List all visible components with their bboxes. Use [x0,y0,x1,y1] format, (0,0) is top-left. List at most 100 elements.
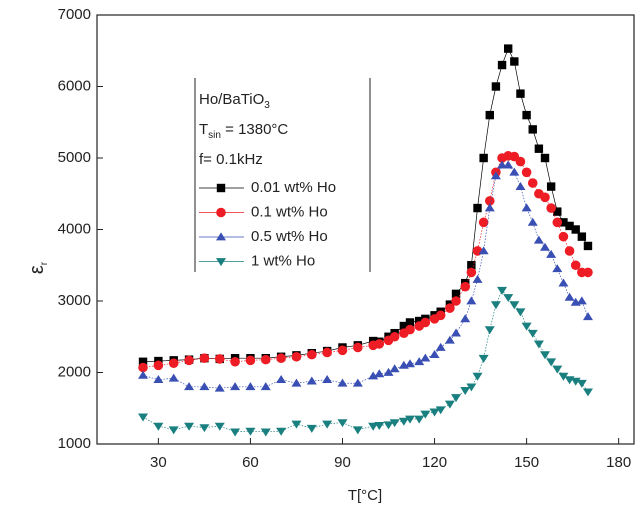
y-axis-label: εr [26,261,49,274]
data-point [558,372,569,381]
data-point [565,221,574,231]
data-point [168,373,179,382]
data-point [230,382,241,391]
data-point [546,249,557,258]
data-point [389,364,400,373]
legend-marker [216,232,226,241]
data-point [276,375,287,384]
data-point [398,417,409,426]
annotation-text: = 1380°C [221,121,288,138]
data-point [291,351,302,362]
legend-marker [216,258,226,267]
data-point [521,322,532,331]
data-point [405,318,415,327]
data-point [583,241,593,251]
data-point [509,167,520,176]
data-point [383,367,394,376]
data-point [540,351,551,360]
data-point [214,354,225,364]
data-point [559,218,568,227]
data-point [199,382,210,391]
data-point [540,242,551,251]
data-point [473,203,482,213]
data-point [510,57,519,66]
data-point [533,235,544,244]
data-point [558,278,569,287]
data-point [368,422,379,431]
data-point [389,331,400,342]
data-point [245,355,256,366]
data-point [571,225,580,234]
data-point [199,424,210,433]
data-point [546,203,556,213]
data-point [540,192,550,203]
data-point [399,321,409,331]
data-point [260,428,271,437]
data-point [374,422,385,431]
data-point [435,406,446,415]
data-point [466,296,477,305]
annotation-text: T [199,121,208,138]
data-point [552,217,563,228]
y-tick-label: 7000 [58,6,91,23]
data-point [322,420,333,429]
annotation-sub: sin [208,130,221,141]
data-point [184,382,195,391]
data-point [460,387,471,395]
data-point [466,267,477,278]
y-tick-label: 2000 [58,363,91,380]
data-point [184,422,195,431]
x-axis-label: T[°C] [348,487,382,504]
data-point [546,358,557,367]
data-point [352,378,363,387]
data-point [546,182,556,191]
data-point [230,428,241,437]
data-point [245,427,256,436]
data-point [184,355,194,366]
data-point [260,382,271,391]
data-point [582,312,593,321]
y-tick-label: 5000 [58,149,91,166]
data-point [577,232,587,241]
data-point [214,383,225,392]
data-point [460,314,471,323]
data-point [352,426,363,435]
data-point [444,335,455,344]
data-point [582,388,593,397]
x-tick-label: 180 [606,454,631,471]
data-point [435,342,446,351]
annotation: Ho/BaTiO3 [199,91,270,111]
annotation: f= 0.1kHz [199,151,263,168]
data-point [564,246,575,256]
data-point [484,326,495,335]
data-point [322,375,333,384]
data-point [291,420,302,429]
y-tick-label: 6000 [58,77,91,94]
data-point [199,353,210,364]
y-axis-label-text: ε [26,265,48,274]
data-point [276,427,287,436]
y-tick-label: 3000 [58,292,91,309]
data-point [478,246,489,255]
data-point [414,357,425,366]
data-point [472,372,483,381]
data-point [307,349,317,360]
data-point [138,362,148,373]
data-point [509,301,520,310]
data-point [552,264,563,273]
data-point [478,354,489,363]
data-point [515,308,526,317]
data-point [527,217,538,226]
y-axis-label-sub: r [39,261,50,265]
data-point [404,359,415,368]
data-point [503,44,513,53]
data-point [153,360,164,371]
data-point [521,203,532,212]
data-point [153,422,164,431]
data-point [527,178,538,188]
data-point [570,377,581,386]
data-point [451,289,461,299]
data-point [138,413,149,422]
